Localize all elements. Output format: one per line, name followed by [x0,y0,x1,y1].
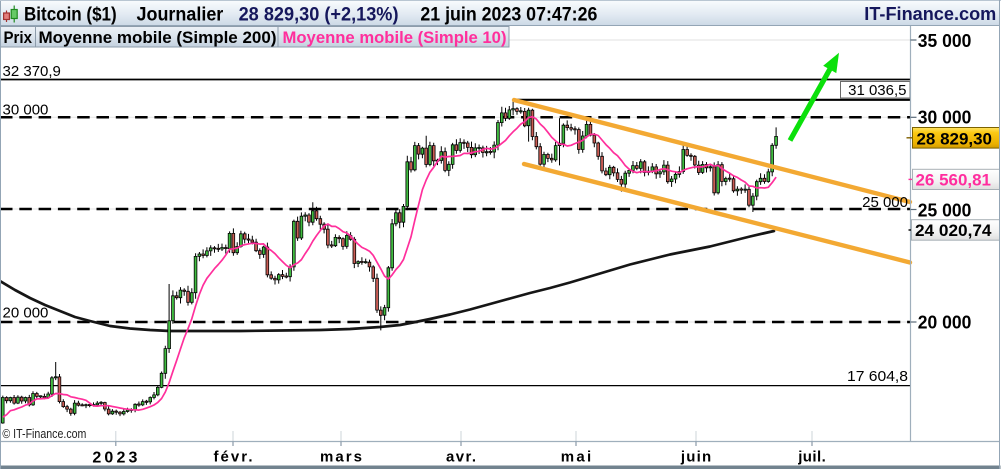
svg-text:juil.: juil. [797,449,826,466]
svg-text:20 000: 20 000 [918,313,972,333]
svg-text:Journalier: Journalier [137,5,224,26]
svg-text:© IT-Finance.com: © IT-Finance.com [2,427,86,441]
svg-text:24 020,74: 24 020,74 [915,221,992,240]
svg-text:Moyenne mobile (Simple 200): Moyenne mobile (Simple 200) [39,28,277,47]
svg-text:mars: mars [320,449,362,466]
svg-text:21 juin 2023 07:47:26: 21 juin 2023 07:47:26 [420,5,597,26]
svg-text:35 000: 35 000 [918,31,972,51]
svg-text:31 036,5: 31 036,5 [848,82,906,99]
svg-text:20 000: 20 000 [3,305,49,322]
svg-text:30 000: 30 000 [918,107,972,127]
svg-text:28 829,30 (+2,13%): 28 829,30 (+2,13%) [239,5,399,26]
svg-text:26 560,81: 26 560,81 [916,171,992,190]
svg-text:Moyenne mobile (Simple 10): Moyenne mobile (Simple 10) [283,28,507,47]
svg-text:Bitcoin ($1): Bitcoin ($1) [24,5,117,26]
svg-text:IT-Finance.com: IT-Finance.com [864,3,996,24]
svg-text:17 604,8: 17 604,8 [847,368,908,385]
svg-text:25 000: 25 000 [918,200,972,220]
svg-text:25 000: 25 000 [862,194,908,211]
svg-text:30 000: 30 000 [3,102,49,119]
svg-text:mai: mai [561,449,591,466]
svg-text:avr.: avr. [446,449,476,466]
svg-text:févr.: févr. [214,449,253,466]
svg-text:28 829,30: 28 829,30 [917,129,993,148]
svg-text:Prix: Prix [4,28,33,47]
svg-text:32 370,9: 32 370,9 [3,63,61,80]
